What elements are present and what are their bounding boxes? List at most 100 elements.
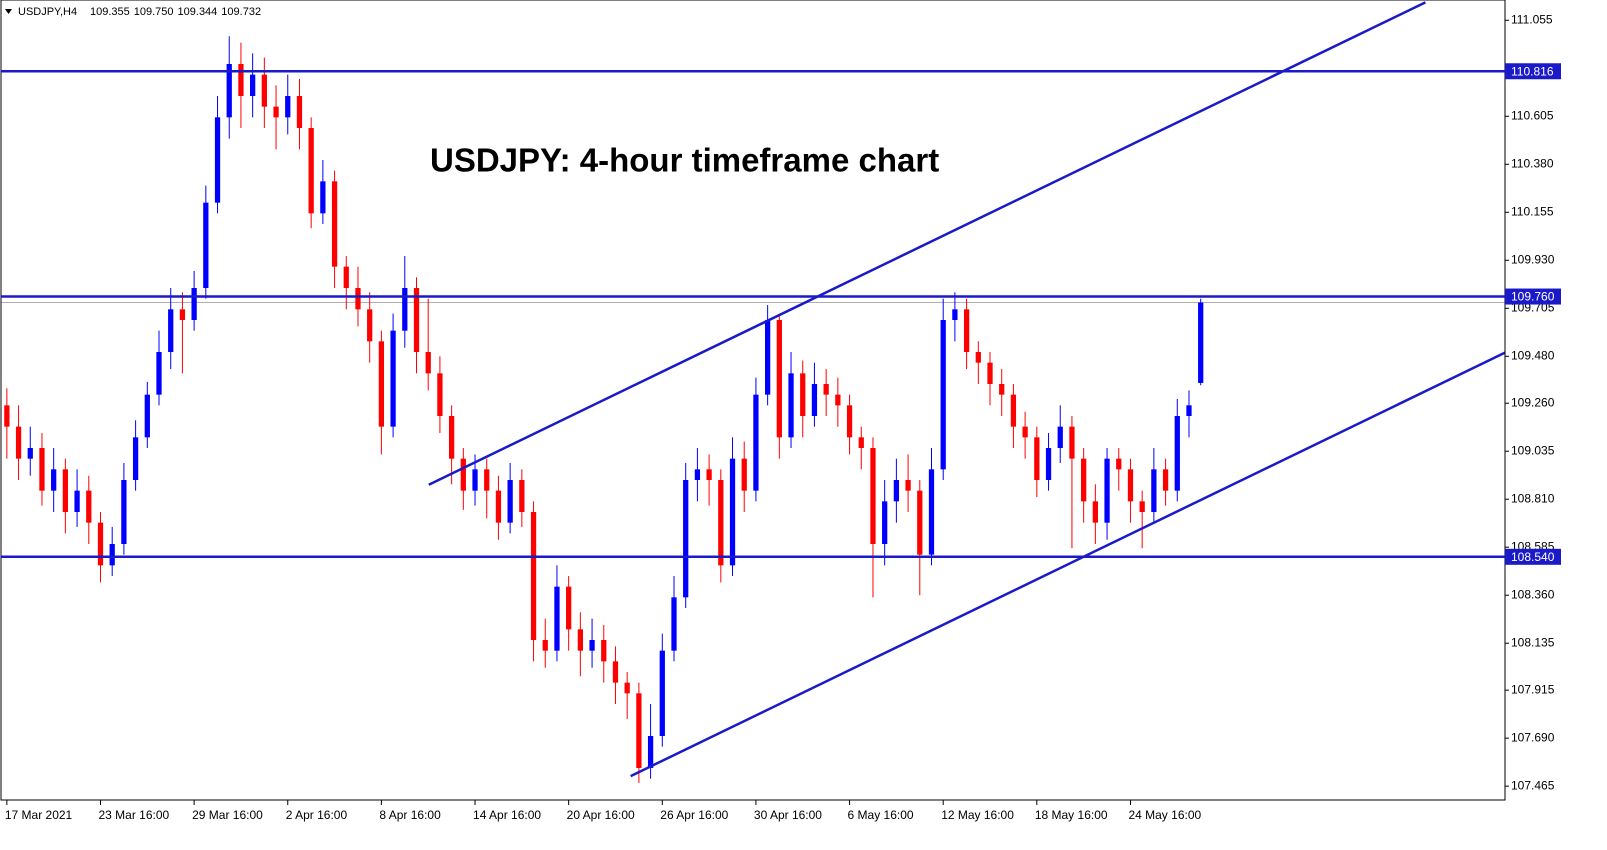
x-tick-label: 8 Apr 16:00	[379, 808, 441, 822]
level-tag	[1505, 288, 1561, 305]
candle-body	[636, 693, 642, 768]
candle-body	[191, 288, 197, 320]
candle-body	[940, 320, 946, 470]
candle-body	[285, 96, 291, 118]
y-tick-label: 111.055	[1511, 12, 1553, 26]
candle-body	[963, 309, 970, 352]
plot-border	[0, 0, 1506, 801]
y-tick-label: 109.480	[1511, 348, 1555, 362]
candle-body	[800, 373, 806, 416]
candle-body	[472, 469, 478, 491]
x-tick-label: 26 Apr 16:00	[660, 808, 728, 822]
y-tick-label: 108.135	[1511, 635, 1555, 649]
candle-body	[1092, 501, 1098, 523]
y-tick-label: 110.605	[1511, 108, 1554, 122]
candle-body	[296, 96, 303, 128]
candle-body	[1045, 448, 1052, 480]
candle-body	[413, 288, 420, 352]
candle-body	[261, 74, 267, 107]
candle-body	[1022, 426, 1028, 438]
candle-body	[367, 309, 373, 342]
candle-body	[1127, 469, 1134, 502]
x-tick-label: 12 May 16:00	[941, 808, 1014, 822]
candle-body	[811, 384, 818, 416]
candle-body	[226, 64, 232, 118]
candle-body	[402, 288, 408, 331]
candle-body	[168, 309, 174, 352]
candle-body	[238, 64, 244, 96]
candle-body	[156, 352, 162, 395]
candle-body	[15, 426, 22, 459]
candle-body	[51, 469, 57, 491]
candle-body	[823, 384, 829, 395]
candle-body	[1151, 469, 1157, 512]
candle-body	[928, 469, 935, 555]
candle-body	[741, 458, 747, 491]
candle-body	[495, 490, 502, 523]
candle-body	[999, 384, 1005, 395]
candle-body	[437, 373, 443, 416]
candle-body	[1069, 426, 1075, 459]
x-tick-label: 30 Apr 16:00	[754, 808, 822, 822]
candle-body	[764, 320, 771, 395]
candle-body	[718, 480, 724, 566]
y-tick-label: 110.380	[1511, 156, 1554, 170]
candle-body	[917, 490, 923, 555]
y-tick-label: 109.035	[1511, 443, 1555, 457]
candle-body	[121, 480, 127, 544]
candle-body	[612, 661, 619, 683]
level-label: 108.540	[1511, 550, 1555, 564]
candle-body	[1186, 405, 1192, 416]
y-tick-label: 109.260	[1511, 395, 1555, 409]
candle-body	[659, 650, 665, 736]
y-tick-label: 109.930	[1511, 252, 1555, 266]
candle-body	[144, 394, 150, 438]
candle-body	[577, 629, 583, 651]
y-tick-label: 108.810	[1511, 491, 1555, 505]
candle-body	[343, 266, 349, 288]
trend-line	[428, 1, 1426, 486]
candle-body	[858, 437, 864, 448]
candle-body	[530, 512, 537, 640]
level-label: 109.760	[1511, 290, 1555, 304]
y-tick-label: 110.155	[1511, 204, 1554, 218]
candle-body	[355, 288, 361, 310]
candle-body	[893, 480, 900, 502]
candle-body	[1116, 458, 1122, 470]
level-label: 110.816	[1511, 64, 1554, 78]
candle-body	[1174, 416, 1180, 491]
candle-body	[589, 640, 595, 651]
x-tick-label: 6 May 16:00	[848, 808, 914, 822]
candle-body	[460, 458, 466, 491]
x-tick-label: 14 Apr 16:00	[473, 808, 541, 822]
candle-body	[27, 448, 33, 459]
candle-body	[331, 181, 338, 267]
menu-arrow[interactable]	[5, 9, 12, 14]
quote-value: 109.750	[134, 6, 174, 18]
candle-body	[566, 586, 572, 630]
candle-body	[1139, 501, 1145, 512]
candle-body	[1010, 394, 1017, 427]
candle-body	[870, 448, 876, 544]
candle-body	[507, 480, 513, 523]
quote-value: 109.732	[221, 6, 261, 18]
x-tick-label: 29 Mar 16:00	[192, 808, 263, 822]
x-tick-label: 23 Mar 16:00	[98, 808, 169, 822]
y-tick-label: 107.465	[1511, 778, 1555, 792]
candle-body	[624, 682, 630, 694]
candle-body	[554, 586, 560, 651]
candle-body	[975, 352, 981, 363]
y-tick-label: 107.915	[1511, 682, 1555, 696]
candle-body	[882, 501, 888, 544]
candle-body	[39, 448, 45, 491]
candle-body	[905, 480, 911, 491]
candle-body	[1081, 458, 1087, 502]
candle-body	[647, 736, 654, 768]
candle-body	[425, 352, 431, 374]
candle-body	[203, 202, 209, 288]
quote-value: 109.344	[178, 6, 218, 18]
candle-body	[753, 394, 759, 491]
